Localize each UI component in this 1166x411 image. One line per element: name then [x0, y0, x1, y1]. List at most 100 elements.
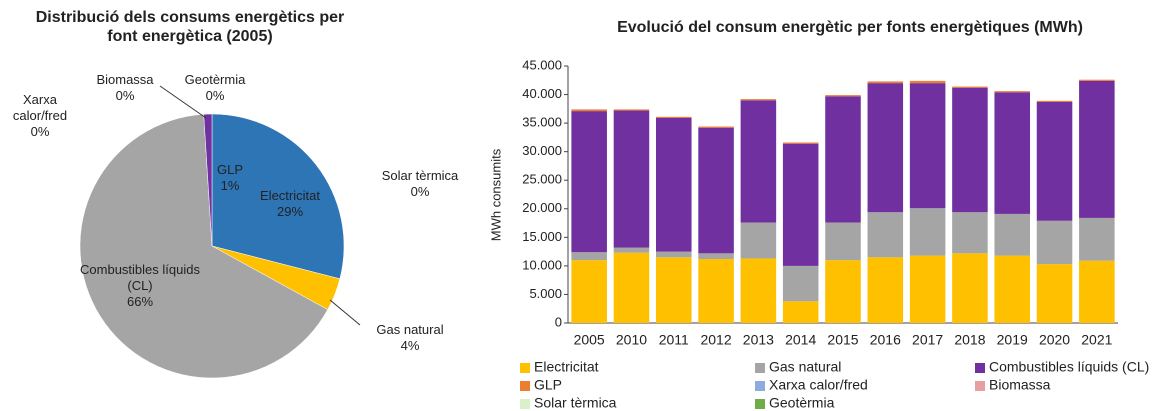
bar-segment — [782, 265, 819, 302]
bar-segment — [656, 257, 692, 323]
pie-label-name: Solar tèrmica — [381, 168, 459, 183]
bar-segment — [613, 110, 650, 248]
pie-label: Electricitat 29% — [245, 188, 335, 220]
bar-segment — [909, 255, 946, 323]
y-axis-label: MWh consumits — [488, 148, 503, 241]
y-tick-label: 15.000 — [522, 229, 562, 244]
bar-segment — [613, 252, 650, 323]
bar-segment — [909, 80, 946, 84]
legend-swatch — [975, 381, 985, 391]
bar-segment — [952, 86, 988, 88]
bar-segment — [571, 111, 607, 253]
x-tick-label: 2010 — [616, 332, 647, 348]
y-tick-label: 0 — [555, 314, 562, 329]
bar-segment — [698, 127, 734, 254]
bar-segment — [867, 212, 904, 258]
pie-label-name: Biomassa — [96, 72, 154, 87]
pie-slice — [211, 113, 345, 280]
pie-label: Xarxa calor/fred 0% — [5, 92, 75, 140]
bar-segment — [909, 83, 946, 209]
bar-segment — [1079, 217, 1115, 261]
legend-label: Solar tèrmica — [534, 395, 617, 411]
bar-segment — [1036, 100, 1073, 102]
pie-label-name: Geotèrmia — [184, 72, 246, 87]
legend-label: Biomassa — [989, 377, 1051, 393]
bar-segment — [994, 213, 1030, 256]
x-tick-label: 2014 — [785, 332, 816, 348]
legend-swatch — [520, 381, 530, 391]
pie-label-value: 0% — [115, 88, 135, 103]
pie-label-value: 1% — [220, 178, 240, 193]
bar-segment — [613, 109, 650, 111]
legend-swatch — [520, 363, 530, 373]
bar-segment — [825, 222, 861, 261]
y-tick-label: 25.000 — [522, 172, 562, 187]
x-tick-label: 2005 — [574, 332, 605, 348]
y-tick-label: 10.000 — [522, 257, 562, 272]
pie-label-value: 29% — [276, 204, 304, 219]
bar-segment — [740, 222, 777, 259]
legend-label: Gas natural — [769, 359, 841, 375]
bar-segment — [909, 208, 946, 256]
bar-segment — [952, 212, 988, 254]
bar-segment — [825, 95, 861, 97]
pie-label-value: 0% — [410, 184, 430, 199]
legend-swatch — [755, 363, 765, 373]
pie-label: Biomassa 0% — [85, 72, 165, 104]
pie-label: Solar tèrmica 0% — [365, 168, 475, 200]
bar-segment — [1079, 80, 1115, 218]
bar-segment — [782, 143, 819, 266]
pie-slice — [79, 113, 329, 379]
x-tick-label: 2012 — [700, 332, 731, 348]
bar-segment — [952, 253, 988, 323]
bar-segment — [740, 258, 777, 323]
bar-segment — [656, 251, 692, 258]
pie-label: Gas natural 4% — [365, 322, 455, 354]
y-tick-label: 30.000 — [522, 143, 562, 158]
bar-segment — [1079, 260, 1115, 323]
pie-label: Geotèrmia 0% — [180, 72, 250, 104]
pie-slice — [203, 113, 213, 247]
x-tick-label: 2019 — [997, 332, 1028, 348]
bar-segment — [698, 253, 734, 260]
bar-segment — [867, 257, 904, 323]
x-tick-label: 2015 — [827, 332, 858, 348]
bar-segment — [656, 117, 692, 252]
pie-label: Combustibles líquids (CL) 66% — [75, 262, 205, 310]
bar-segment — [740, 99, 777, 101]
pie-label-value: 0% — [30, 124, 50, 139]
bar-segment — [1036, 101, 1073, 221]
bar-segment — [1036, 264, 1073, 323]
bar-title: Evolució del consum energètic per fonts … — [617, 19, 1083, 36]
bar-segment — [867, 81, 904, 84]
y-tick-label: 35.000 — [522, 115, 562, 130]
y-tick-label: 40.000 — [522, 86, 562, 101]
pie-label-name: Xarxa calor/fred — [12, 92, 68, 123]
x-tick-label: 2011 — [659, 332, 689, 348]
bar-segment — [994, 91, 1030, 93]
bar-segment — [571, 252, 607, 261]
bar-segment — [867, 83, 904, 213]
pie-label-name: Gas natural — [376, 322, 444, 337]
bar-segment — [571, 109, 607, 112]
y-tick-label: 5.000 — [529, 286, 562, 301]
legend-label: Electricitat — [534, 359, 599, 375]
y-tick-label: 20.000 — [522, 200, 562, 215]
pie-label-name: Electricitat — [260, 188, 320, 203]
legend-swatch — [755, 399, 765, 409]
legend-swatch — [975, 363, 985, 373]
legend-label: Geotèrmia — [769, 395, 835, 411]
bar-segment — [698, 259, 734, 323]
bar-segment — [1036, 220, 1073, 265]
bar-segment — [952, 87, 988, 213]
x-tick-label: 2017 — [912, 332, 943, 348]
leader-line — [329, 299, 361, 326]
pie-label-name: Combustibles líquids (CL) — [80, 262, 200, 293]
bar-segment — [994, 92, 1030, 214]
bar-segment — [571, 260, 607, 323]
pie-label: GLP 1% — [205, 162, 255, 194]
bar-segment — [1079, 79, 1115, 81]
leader-line — [159, 85, 207, 119]
